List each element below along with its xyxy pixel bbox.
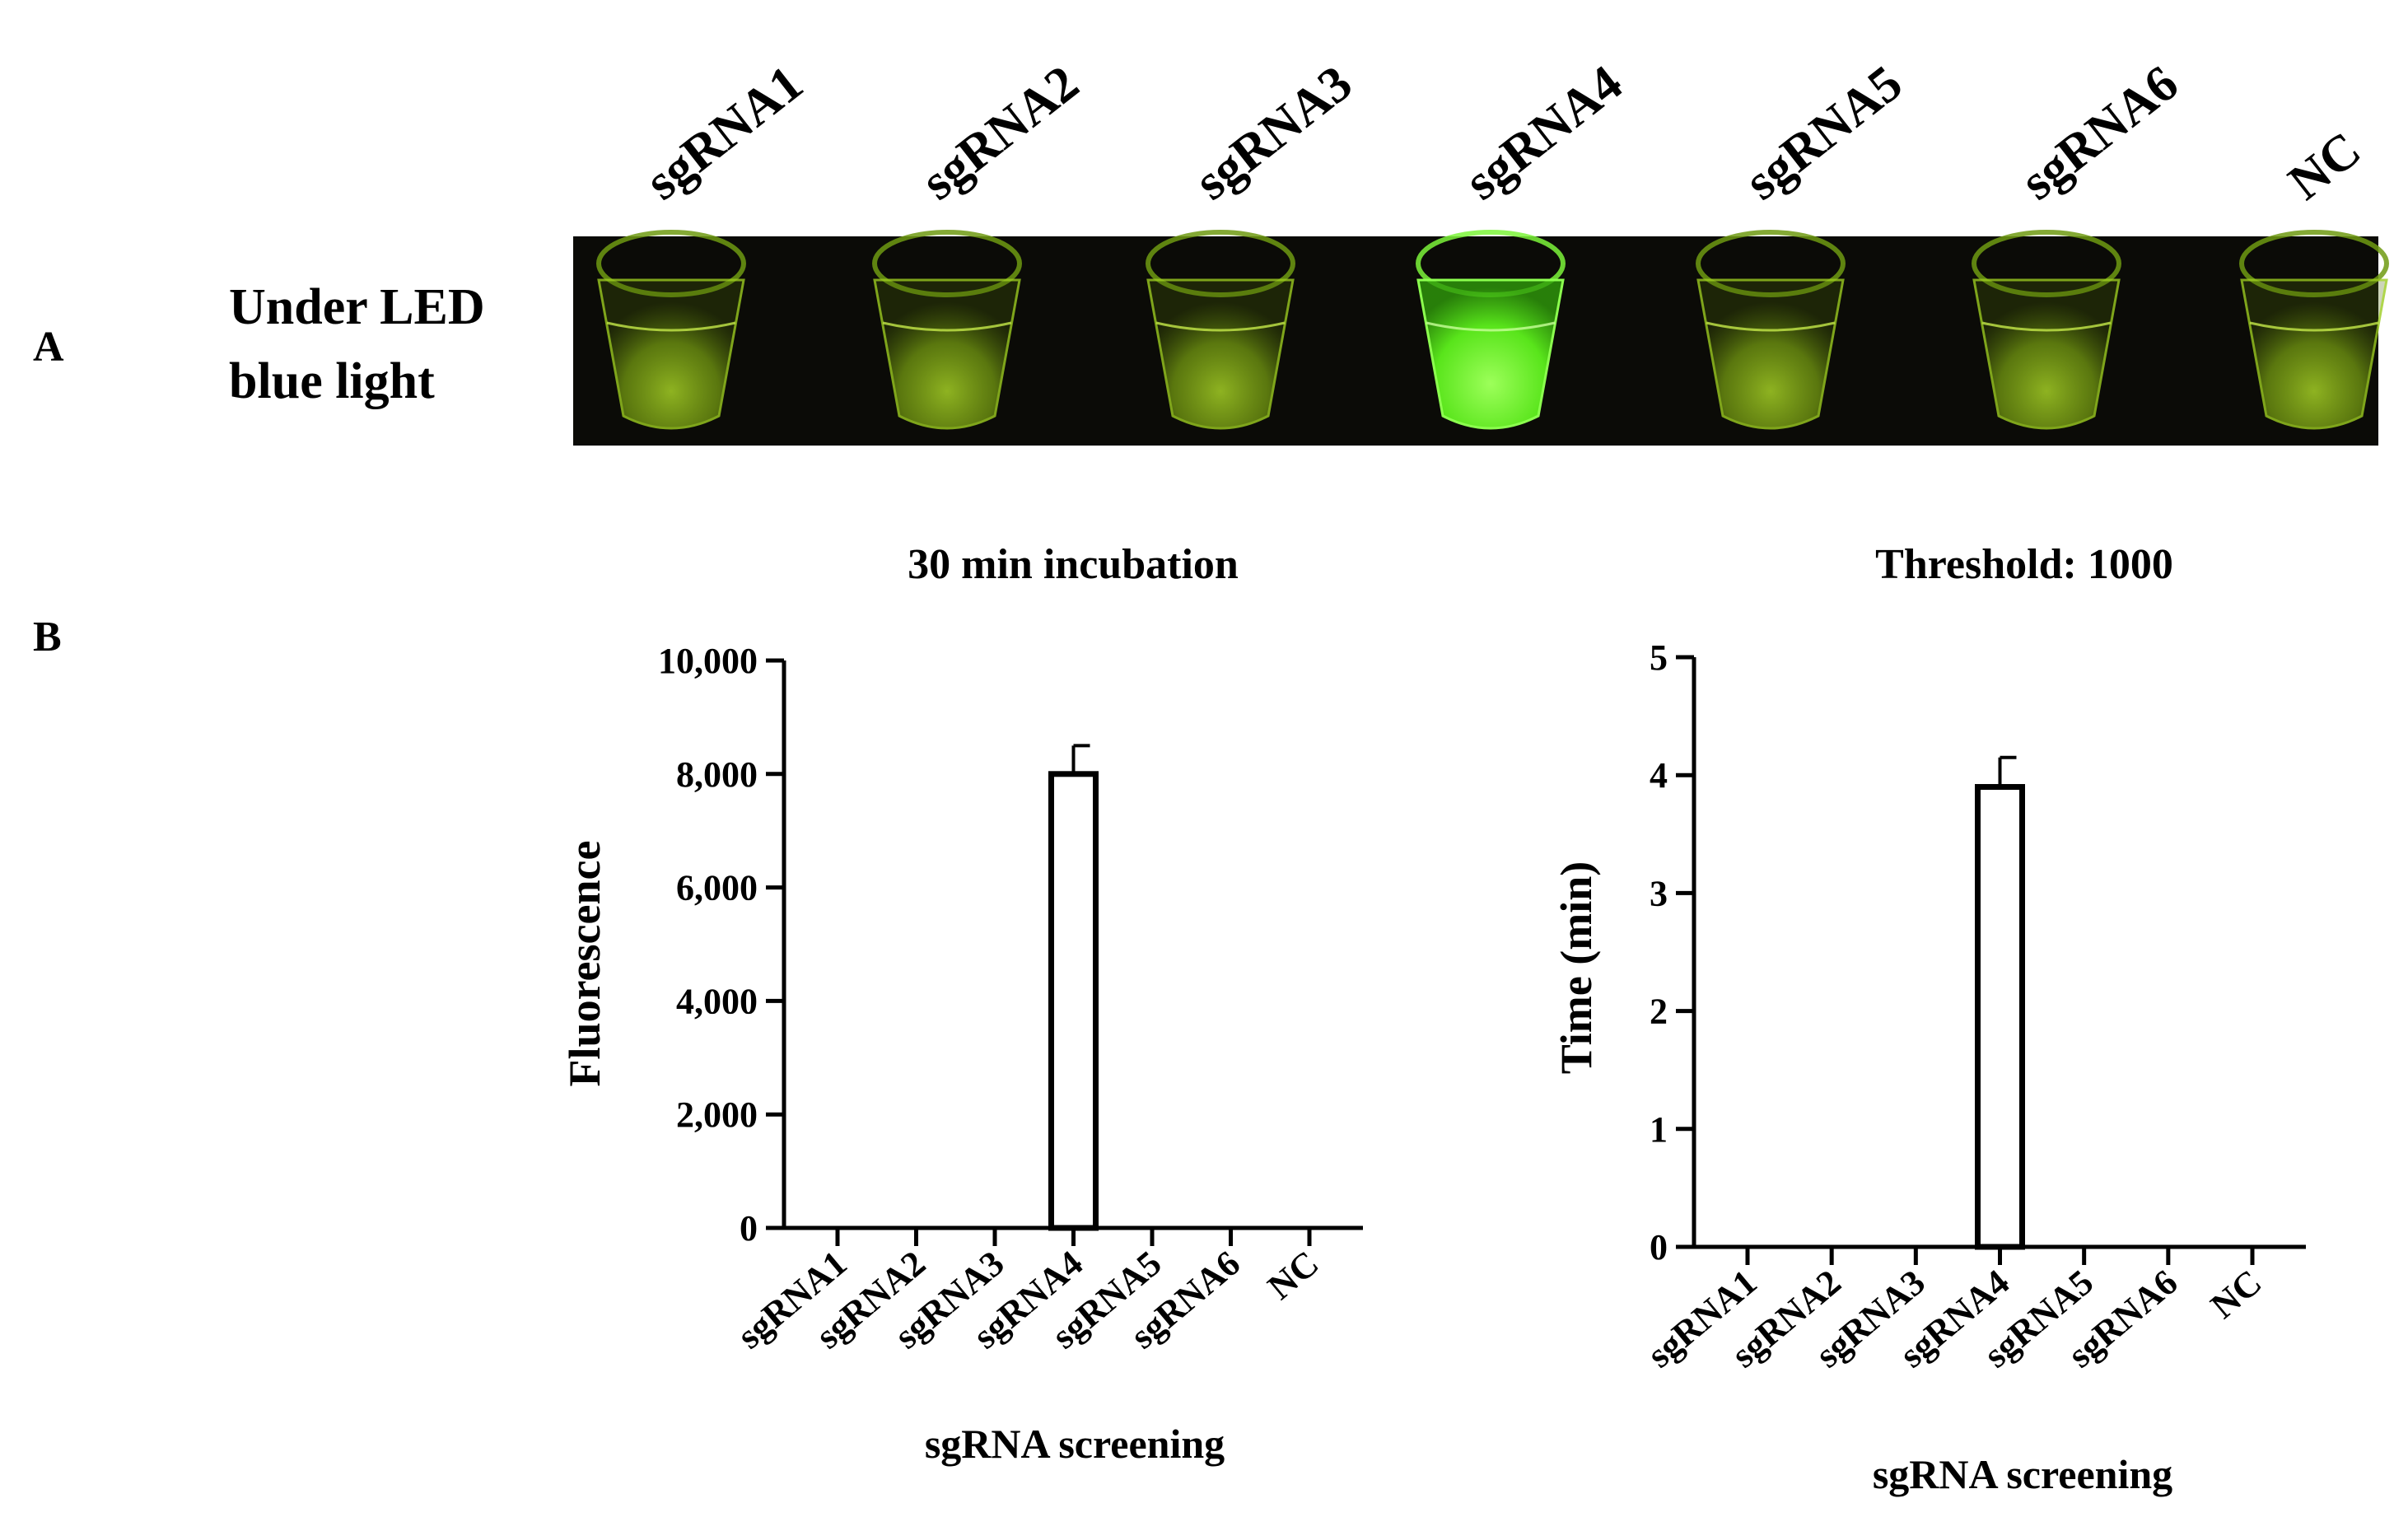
tube-meniscus: [2249, 321, 2379, 332]
tube-photo-strip: [573, 230, 2389, 446]
condition-label-line1: Under LED: [229, 279, 485, 335]
tube-sgrna2: [872, 230, 1022, 430]
tube-sgrna6: [1972, 230, 2121, 430]
chart1-ytick-label: 0: [740, 1208, 758, 1249]
chart2-ytick-label: 2: [1650, 992, 1668, 1032]
tube-label-sgrna4: sgRNA4: [1455, 55, 1633, 211]
chart2-ytick-label: 0: [1650, 1227, 1668, 1267]
tube-meniscus: [1981, 321, 2112, 332]
chart-time: Threshold: 1000 Time (min) sgRNA screeni…: [1552, 541, 2306, 1497]
tube-meniscus: [1155, 321, 1286, 332]
chart2-ytick-label: 5: [1650, 637, 1668, 678]
panel-b-letter: B: [33, 614, 62, 660]
tube-meniscus: [606, 321, 736, 332]
chart-time-title: Threshold: 1000: [1875, 541, 2173, 588]
chart1-bar-sgrna4: [1048, 771, 1099, 1231]
panel-a-letter: A: [33, 324, 64, 371]
chart-fluorescence-title: 30 min incubation: [908, 541, 1239, 588]
tube-sgrna5: [1696, 230, 1846, 430]
chart2-category-label-nc: NC: [2203, 1262, 2269, 1326]
chart1-category-label-nc: NC: [1260, 1243, 1326, 1307]
chart2-bar-sgrna4: [1975, 784, 2025, 1250]
tube-label-row: sgRNA1 sgRNA2 sgRNA3 sgRNA4 sgRNA5 sgRNA6 NC: [636, 55, 2371, 211]
tube-label-sgrna1: sgRNA1: [636, 55, 814, 211]
chart-fluorescence: 30 min incubation Fluorescence sgRNA scr…: [560, 541, 1363, 1467]
chart-fluorescence-ylabel: Fluorescence: [560, 841, 609, 1087]
tube-liquid: [597, 278, 745, 430]
tube-liquid: [2240, 278, 2388, 430]
tube-liquid: [1146, 278, 1295, 430]
chart1-ytick-label: 6,000: [676, 868, 758, 908]
tube-label-sgrna3: sgRNA3: [1185, 55, 1363, 211]
tube-meniscus: [1706, 321, 1836, 332]
chart1-ytick-label: 8,000: [676, 754, 758, 795]
tube-sgrna3: [1146, 230, 1295, 430]
tube-meniscus: [882, 321, 1012, 332]
tube-sgrna1: [596, 230, 746, 430]
chart1-ytick-label: 10,000: [658, 641, 758, 681]
tube-label-sgrna2: sgRNA2: [912, 55, 1090, 211]
tube-label-sgrna5: sgRNA5: [1735, 55, 1913, 211]
chart2-ytick-label: 3: [1650, 873, 1668, 913]
chart-time-xlabel: sgRNA screening: [1873, 1451, 2172, 1497]
tube-liquid: [1416, 278, 1565, 430]
tube-label-sgrna6: sgRNA6: [2011, 55, 2189, 211]
chart1-ytick-label: 2,000: [676, 1095, 758, 1135]
tube-label-nc: NC: [2279, 121, 2371, 211]
tube-meniscus: [1426, 321, 1556, 332]
chart2-ytick-label: 1: [1650, 1109, 1668, 1150]
tube-liquid: [1696, 278, 1845, 430]
tube-nc: [2239, 230, 2389, 430]
tube-liquid: [873, 278, 1021, 430]
tube-liquid: [1972, 278, 2121, 430]
chart-time-ylabel: Time (min): [1552, 861, 1601, 1074]
chart2-ytick-label: 4: [1650, 755, 1668, 796]
chart1-ytick-label: 4,000: [676, 981, 758, 1021]
condition-label-line2: blue light: [229, 353, 435, 409]
tube-sgrna4: [1416, 230, 1566, 430]
chart-fluorescence-xlabel: sgRNA screening: [925, 1421, 1225, 1467]
